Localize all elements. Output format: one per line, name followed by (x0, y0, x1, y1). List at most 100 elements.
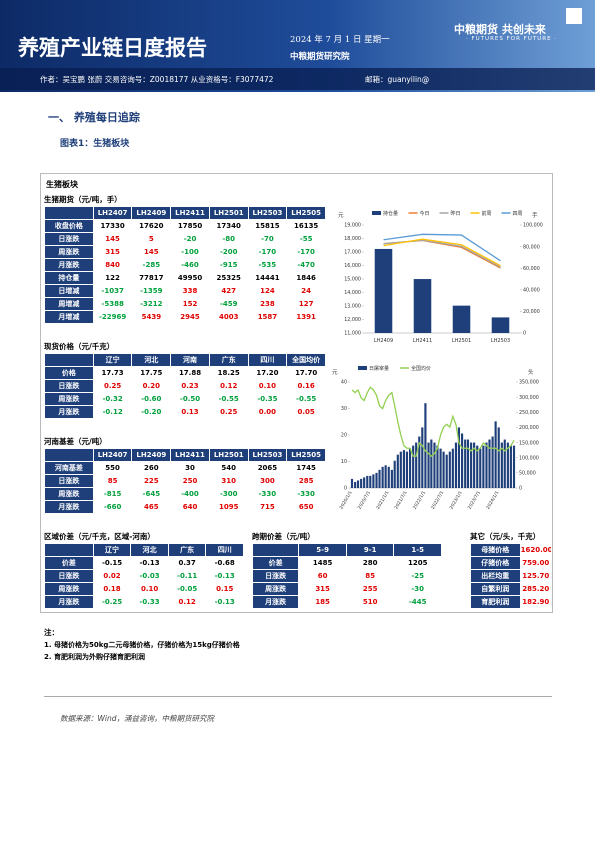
column-header: 四川 (247, 353, 288, 367)
line-series (383, 239, 501, 269)
bar (393, 460, 396, 488)
cell: -0.13 (130, 556, 169, 570)
column-header: 辽宁 (92, 543, 132, 557)
bar (369, 475, 372, 488)
y-tick-label: 17,000 (344, 250, 361, 256)
column-header: LH2411 (170, 448, 210, 462)
bar (408, 448, 412, 488)
table-row: 育肥利润 182.90 (470, 595, 553, 609)
bar (500, 442, 503, 488)
cell: -170 (286, 245, 326, 259)
table-block: 跨期价差（元/吨） 5-9 9-1 1-5 价差 1485 280 1205 日涨跌 60 85 -2… (251, 530, 442, 609)
cell: 300 (247, 474, 288, 488)
row-label: 日增减 (44, 284, 94, 298)
notes-title: 注： (44, 628, 59, 637)
row-label: 日涨跌 (44, 379, 94, 393)
cell: 77817 (131, 271, 172, 285)
y-tick-label: 10 (341, 459, 347, 465)
cell: 14441 (247, 271, 288, 285)
cell: -915 (208, 258, 249, 272)
y-tick-label: 15,000 (344, 277, 361, 283)
cell: 285.20 (519, 582, 553, 596)
table-row: 周涨跌 0.18 0.10 -0.05 0.15 (44, 582, 244, 596)
y2-tick-label: 100,000 (523, 223, 543, 229)
table-row: 月增减 -22969 5439 2945 4003 1587 1391 (44, 310, 326, 324)
column-header: 四川 (205, 543, 244, 557)
cell: -460 (170, 258, 210, 272)
data-table: 辽宁 河北 河南 广东 四川 全国均价 价格 17.73 17.75 17.88 18.25 17.2… (44, 353, 326, 419)
table-block: 其它（元/头，千克） 母猪价格 1620.00 仔猪价格 759.00 出栏均重 125.7… (470, 530, 553, 609)
table-title: 跨期价差（元/吨） (252, 532, 315, 541)
column-header: 广东 (208, 353, 249, 367)
column-header: LH2503 (247, 448, 288, 462)
legend-label: 全国均价 (411, 365, 431, 372)
cell: 124 (247, 284, 288, 298)
cell: 152 (170, 297, 210, 311)
cell: 0.37 (167, 556, 207, 570)
authors: 作者：吴宝鹏 张蔚 交易咨询号：Z0018177 从业资格号：F3077472 (40, 75, 274, 84)
column-header: 辽宁 (92, 353, 133, 367)
cell: 0.15 (205, 582, 244, 596)
legend-label: 四周 (513, 211, 523, 217)
bar (424, 403, 427, 488)
cell: -0.20 (131, 405, 172, 419)
cell: 49950 (170, 271, 210, 285)
data-source: 数据来源：Wind，涌益咨询，中粮期货研究院 (60, 714, 215, 723)
y2-tick-label: 80,000 (523, 244, 540, 250)
cell: 5 (131, 232, 172, 246)
y-tick-label: 19,000 (344, 223, 361, 229)
legend-label: 前周 (482, 210, 492, 217)
y2-tick-label: 250,000 (519, 410, 539, 416)
column-header: LH2505 (286, 206, 326, 220)
cell: 0.12 (208, 379, 249, 393)
y-axis-label: 元 (332, 369, 338, 376)
cell: -0.60 (131, 392, 172, 406)
bar (363, 477, 366, 488)
cell: 17330 (92, 219, 133, 233)
cell: -70 (247, 232, 288, 246)
table-row: 日涨跌 60 85 -25 (251, 569, 442, 583)
column-header: 河北 (130, 543, 169, 557)
cell: -1037 (92, 284, 133, 298)
cell: 310 (208, 474, 249, 488)
row-label: 日涨跌 (251, 569, 300, 583)
bar (485, 442, 488, 488)
cell: 0.00 (247, 405, 288, 419)
bar (390, 469, 393, 488)
cell: 715 (247, 500, 288, 514)
row-label: 出栏均重 (470, 569, 521, 583)
bar (491, 436, 494, 488)
row-label: 日涨跌 (44, 232, 94, 246)
bar (491, 317, 510, 333)
table-row: 母猪价格 1620.00 (470, 543, 553, 557)
cell: 17.73 (92, 366, 133, 380)
row-label: 月涨跌 (44, 405, 94, 419)
bar (512, 445, 516, 488)
cell: -645 (131, 487, 172, 501)
report-date: 2024 年 7 月 1 日 星期一 (290, 35, 390, 45)
cell: -80 (208, 232, 249, 246)
legend-swatch (358, 366, 367, 370)
row-label: 周涨跌 (44, 392, 94, 406)
y2-tick-label: 0 (519, 486, 522, 492)
cell: 17850 (170, 219, 210, 233)
cell: 0.20 (131, 379, 172, 393)
cell: -100 (170, 245, 210, 259)
column-header: LH2409 (131, 448, 172, 462)
table-block: 现货价格（元/千克） 辽宁 河北 河南 广东 四川 全国均价 价格 17.73 17.75 17.8… (44, 340, 326, 419)
column-header: 9-1 (345, 543, 395, 557)
cell: 260 (131, 461, 172, 475)
y-tick-label: 16,000 (344, 263, 361, 269)
data-table: LH2407 LH2409 LH2411 LH2501 LH2503 LH2505 河南基差… (44, 448, 326, 514)
table-row: 月涨跌 -0.25 -0.33 0.12 -0.13 (44, 595, 244, 609)
x-tick-label: 2022/7/1 (430, 490, 445, 511)
bar (506, 442, 509, 488)
cell: 0.12 (167, 595, 207, 609)
bar (503, 439, 506, 488)
row-label: 月涨跌 (44, 500, 94, 514)
cell: 1205 (393, 556, 442, 570)
figure-title: 图表1：生猪板块 (60, 139, 130, 149)
table-row: 价差 -0.15 -0.13 0.37 -0.68 (44, 556, 244, 570)
section-heading: 一、 养殖每日追踪 (48, 111, 140, 124)
table-row: 仔猪价格 759.00 (470, 556, 553, 570)
